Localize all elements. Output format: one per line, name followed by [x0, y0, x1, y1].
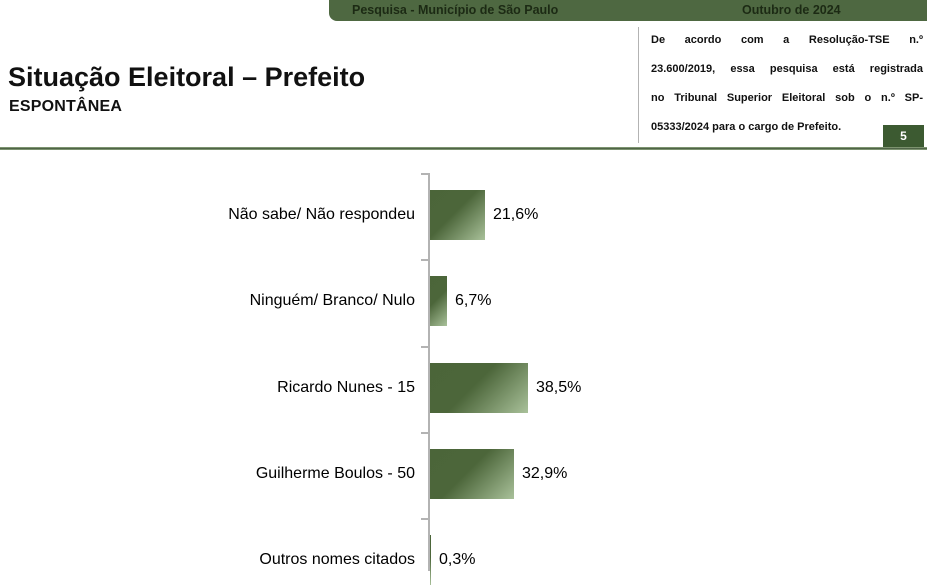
- header-rule: [0, 147, 927, 150]
- axis-tick: [421, 346, 428, 348]
- header-date-label: Outubro de 2024: [742, 3, 841, 17]
- chart-row: Não sabe/ Não respondeu 21,6%: [0, 190, 927, 240]
- disclaimer-line: 05333/2024 para o cargo de Prefeito.: [651, 121, 842, 133]
- axis-tick: [421, 259, 428, 261]
- bar-segment: [430, 276, 447, 326]
- value-label: 0,3%: [439, 551, 476, 568]
- disclaimer-line: no Tribunal Superior Eleitoral sob o n.º…: [651, 92, 923, 104]
- disclaimer-line: 23.600/2019, essa pesquisa está registra…: [651, 63, 923, 75]
- chart-row: Outros nomes citados 0,3%: [0, 535, 927, 585]
- header-survey-label: Pesquisa - Município de São Paulo: [352, 3, 559, 17]
- header-bar: Pesquisa - Município de São Paulo Outubr…: [329, 0, 927, 21]
- page-title: Situação Eleitoral – Prefeito: [8, 62, 366, 92]
- category-label: Guilherme Boulos - 50: [255, 465, 415, 482]
- tse-disclaimer: De acordo com a Resolução-TSE n.º 23.600/…: [651, 26, 923, 142]
- chart-row: Guilherme Boulos - 50 32,9%: [0, 449, 927, 499]
- category-label: Ricardo Nunes - 15: [277, 379, 415, 396]
- axis-tick: [421, 432, 428, 434]
- axis-tick: [421, 518, 428, 520]
- axis-tick: [421, 173, 428, 175]
- value-label: 21,6%: [493, 206, 539, 223]
- chart-row: Ricardo Nunes - 15 38,5%: [0, 363, 927, 413]
- chart-row: Ninguém/ Branco/ Nulo 6,7%: [0, 276, 927, 326]
- category-label: Ninguém/ Branco/ Nulo: [249, 292, 415, 309]
- value-label: 32,9%: [522, 465, 568, 482]
- page-number-badge: 5: [883, 125, 924, 147]
- disclaimer-divider: [638, 27, 639, 143]
- disclaimer-line: De acordo com a Resolução-TSE n.º: [651, 34, 923, 46]
- value-label: 6,7%: [455, 292, 492, 309]
- bar-segment: [430, 190, 485, 240]
- bar-segment: [430, 363, 528, 413]
- bar-segment: [430, 449, 514, 499]
- category-label: Outros nomes citados: [259, 551, 415, 568]
- chart-axis-line: [428, 173, 430, 571]
- page-subtitle: ESPONTÂNEA: [9, 98, 123, 115]
- value-label: 38,5%: [536, 379, 582, 396]
- bar-segment: [430, 535, 431, 585]
- category-label: Não sabe/ Não respondeu: [228, 206, 415, 223]
